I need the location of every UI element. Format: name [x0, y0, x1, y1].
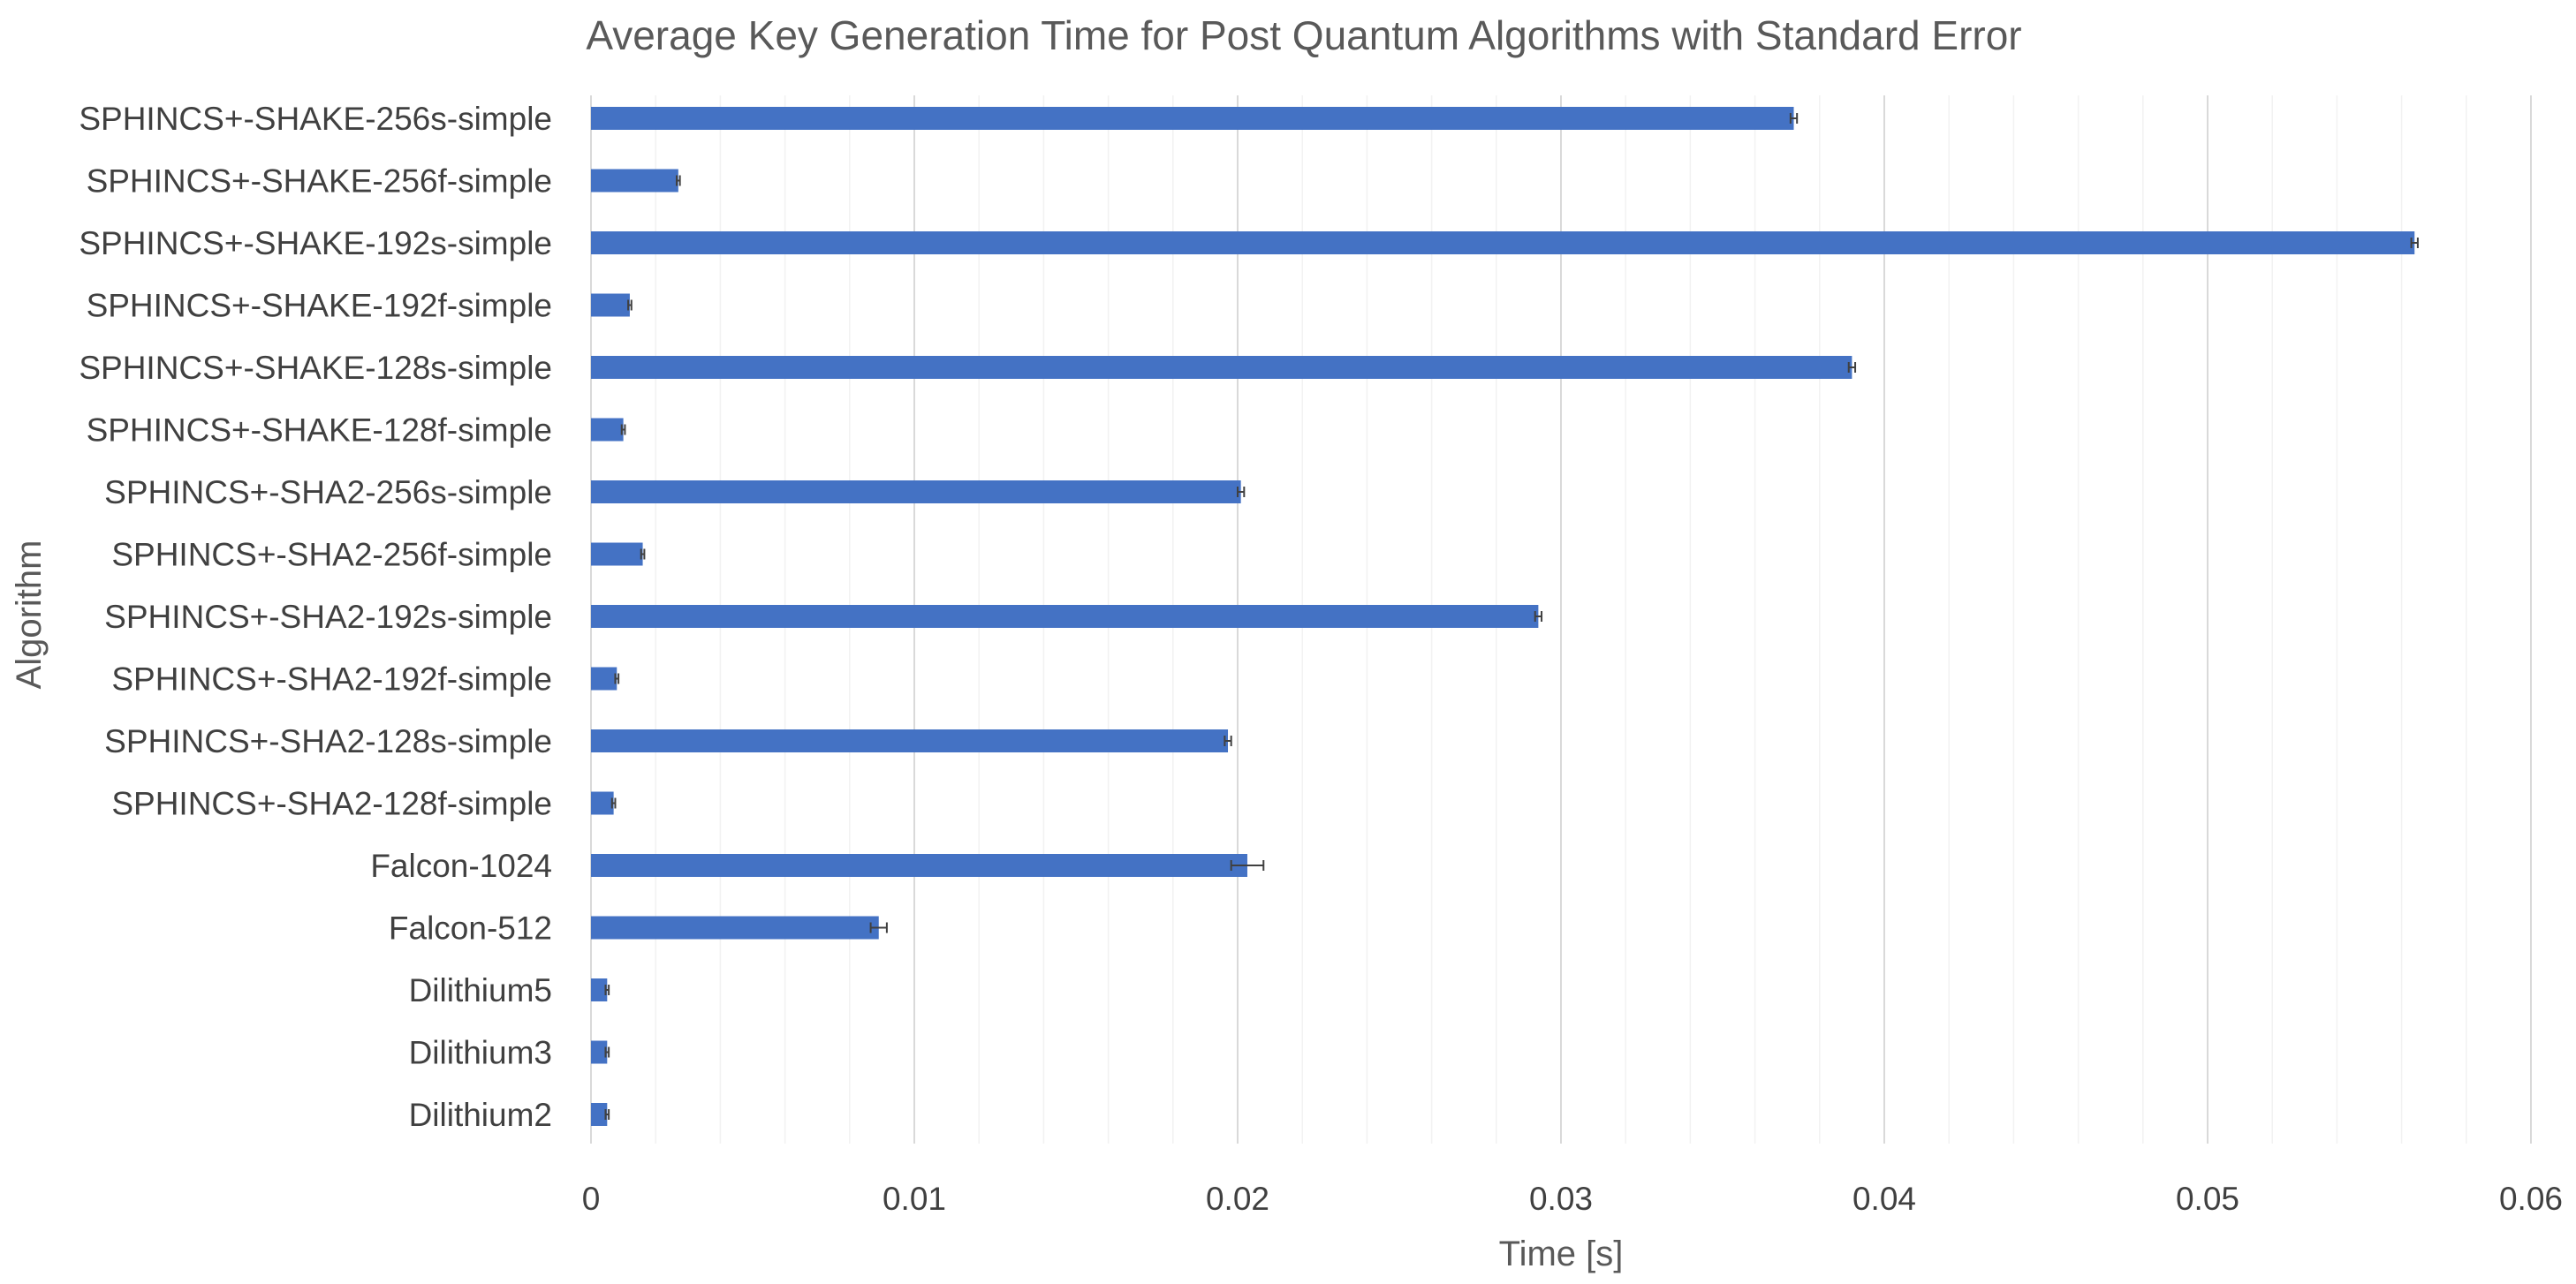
category-label: SPHINCS+-SHAKE-128f-simple: [87, 412, 552, 449]
bar: [591, 667, 617, 691]
error-bar: [1230, 860, 1265, 871]
bar: [591, 791, 614, 815]
category-label: Falcon-1024: [370, 848, 552, 884]
error-bar: [627, 299, 633, 311]
error-bar: [1847, 362, 1857, 373]
error-bar: [604, 1046, 610, 1058]
category-label: SPHINCS+-SHAKE-192s-simple: [79, 225, 552, 261]
bar: [591, 418, 624, 442]
bar: [591, 169, 678, 193]
bar: [591, 480, 1241, 503]
x-tick-label: 0: [582, 1181, 601, 1217]
x-tick-label: 0.01: [883, 1181, 946, 1217]
error-bar: [604, 985, 610, 995]
category-label: Dilithium3: [409, 1035, 552, 1071]
category-label: SPHINCS+-SHA2-128s-simple: [104, 723, 552, 759]
error-bar: [614, 673, 620, 684]
category-label: SPHINCS+-SHAKE-192f-simple: [87, 288, 552, 324]
error-bar: [1789, 113, 1799, 124]
category-label: SPHINCS+-SHAKE-128s-simple: [79, 350, 552, 386]
x-tick-label: 0.03: [1529, 1181, 1593, 1217]
bar: [591, 542, 643, 566]
bar: [591, 293, 630, 317]
bar: [591, 356, 1852, 379]
error-bar: [610, 797, 617, 809]
category-label: Falcon-512: [389, 910, 552, 947]
chart-title: Average Key Generation Time for Post Qua…: [586, 12, 2021, 58]
bars: [591, 107, 2415, 1126]
bar: [591, 978, 608, 1001]
category-labels: SPHINCS+-SHAKE-256s-simple SPHINCS+-SHAKE…: [79, 101, 552, 1133]
x-tick-labels: 0 0.01 0.02 0.03 0.04 0.05 0.06: [582, 1181, 2563, 1217]
category-label: Dilithium2: [409, 1097, 552, 1133]
category-label: SPHINCS+-SHAKE-256f-simple: [87, 163, 552, 200]
error-bar: [2410, 238, 2419, 248]
error-bar: [640, 548, 646, 560]
y-axis-title: Algorithm: [10, 540, 49, 690]
bar: [591, 107, 1794, 130]
bar: [591, 729, 1229, 752]
category-label: SPHINCS+-SHA2-256s-simple: [104, 474, 552, 510]
x-tick-label: 0.05: [2176, 1181, 2239, 1217]
x-tick-label: 0.04: [1852, 1181, 1916, 1217]
error-bar: [620, 424, 626, 435]
x-tick-label: 0.06: [2499, 1181, 2563, 1217]
bar: [591, 854, 1247, 877]
error-bar: [604, 1109, 610, 1120]
bar: [591, 1103, 608, 1126]
x-axis-title: Time [s]: [1499, 1235, 1624, 1273]
category-label: SPHINCS+-SHA2-128f-simple: [111, 786, 552, 822]
bar: [591, 605, 1539, 628]
category-label: SPHINCS+-SHA2-256f-simple: [111, 537, 552, 573]
bar: [591, 231, 2415, 254]
error-bar: [1237, 487, 1246, 497]
error-bar: [1534, 611, 1543, 622]
category-label: Dilithium5: [409, 972, 552, 1008]
category-label: SPHINCS+-SHA2-192f-simple: [111, 661, 552, 698]
error-bar: [1224, 736, 1232, 746]
error-bar: [675, 175, 681, 186]
bar: [591, 916, 879, 940]
bar: [591, 1040, 608, 1064]
x-tick-label: 0.02: [1206, 1181, 1269, 1217]
error-bars: [604, 113, 2419, 1120]
error-bar: [869, 922, 888, 933]
category-label: SPHINCS+-SHAKE-256s-simple: [79, 101, 552, 137]
category-label: SPHINCS+-SHA2-192s-simple: [104, 599, 552, 635]
